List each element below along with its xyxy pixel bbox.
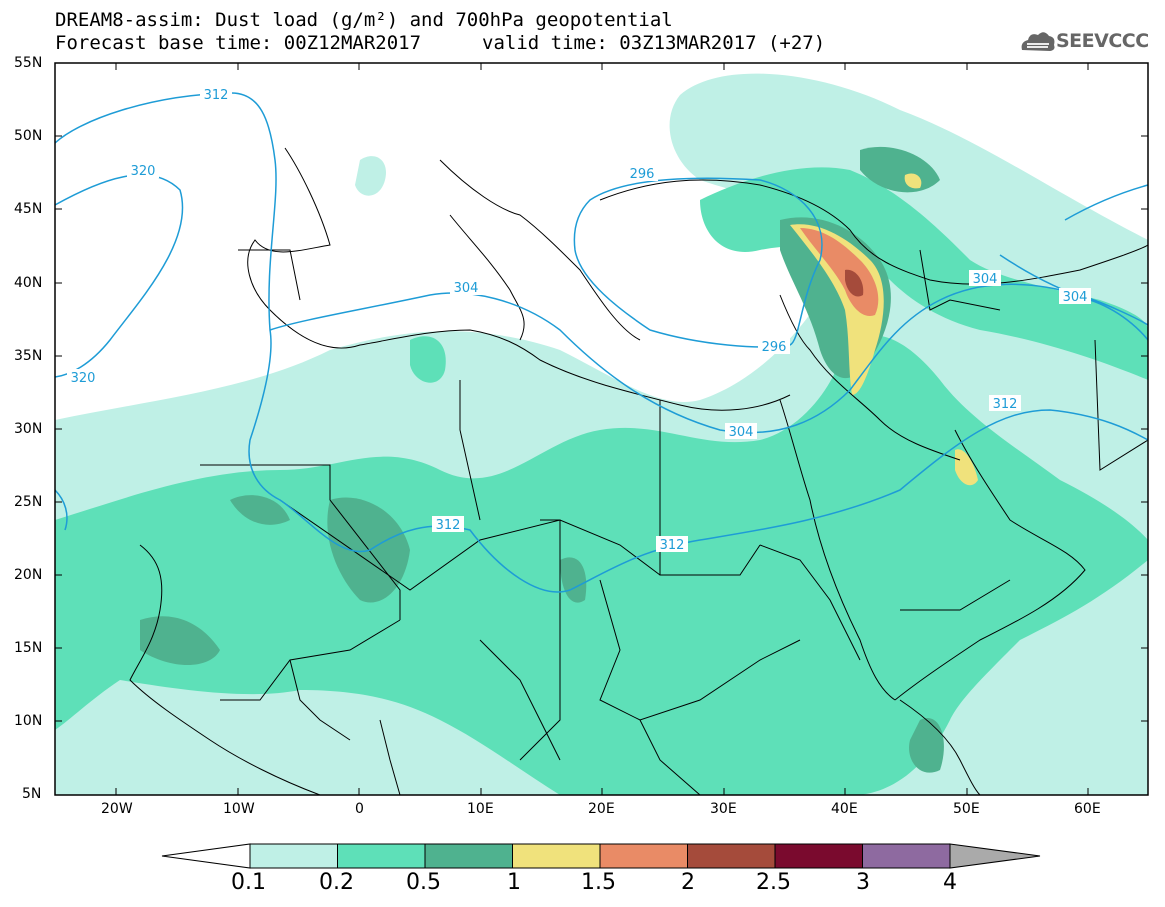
lat-label: 15N xyxy=(14,640,43,656)
lat-label: 20N xyxy=(14,567,43,583)
lon-label: 20W xyxy=(101,801,133,817)
contour-label: 312 xyxy=(204,88,229,103)
colorbar-segment xyxy=(599,843,688,869)
colorbar-segment xyxy=(337,843,426,869)
contour-label: 312 xyxy=(436,518,461,533)
contour-label: 304 xyxy=(1063,290,1088,305)
lon-label: 60E xyxy=(1074,801,1101,817)
lon-label: 50E xyxy=(953,801,980,817)
lon-label: 40E xyxy=(831,801,858,817)
lon-label: 20E xyxy=(588,801,615,817)
lon-label: 0 xyxy=(355,801,364,817)
cloud-logo-icon xyxy=(1021,32,1055,51)
lat-label: 10N xyxy=(14,713,43,729)
contour-label: 312 xyxy=(993,397,1018,412)
logo-text: SEEVCCC xyxy=(1056,30,1149,52)
colorbar-label: 1.5 xyxy=(581,870,616,895)
colorbar-segment xyxy=(249,843,338,869)
lon-label: 10W xyxy=(223,801,255,817)
contour-label: 304 xyxy=(729,425,754,440)
colorbar-label: 0.2 xyxy=(319,870,354,895)
contour-label: 304 xyxy=(454,281,479,296)
lat-label: 50N xyxy=(14,128,43,144)
colorbar-segment xyxy=(424,843,513,869)
colorbar-segment xyxy=(512,843,601,869)
colorbar-segment xyxy=(949,843,1041,869)
contour-label: 304 xyxy=(973,272,998,287)
lat-label: 45N xyxy=(14,201,43,217)
colorbar-label: 0.5 xyxy=(406,870,441,895)
contour-label: 320 xyxy=(131,164,156,179)
contour-label: 312 xyxy=(660,538,685,553)
colorbar-segment xyxy=(161,843,251,869)
lat-label: 30N xyxy=(14,421,43,437)
colorbar-label: 2 xyxy=(681,870,695,895)
contour-label: 320 xyxy=(71,371,96,386)
colorbar-label: 1 xyxy=(507,870,521,895)
lon-label: 10E xyxy=(467,801,494,817)
colorbar-segment xyxy=(862,843,951,869)
colorbar-segment xyxy=(774,843,863,869)
colorbar-label: 2.5 xyxy=(756,870,791,895)
lat-label: 25N xyxy=(14,494,43,510)
colorbar-segment xyxy=(687,843,776,869)
lat-label: 40N xyxy=(14,275,43,291)
title-line-1: DREAM8-assim: Dust load (g/m²) and 700hP… xyxy=(55,9,673,31)
contour-label: 296 xyxy=(630,167,655,182)
lat-label: 35N xyxy=(14,348,43,364)
colorbar-label: 4 xyxy=(943,870,957,895)
lat-label: 5N xyxy=(22,786,42,802)
lon-label: 30E xyxy=(710,801,737,817)
lat-label: 55N xyxy=(14,55,43,71)
title-line-2: Forecast base time: 00Z12MAR2017 xyxy=(55,32,422,54)
contour-label: 296 xyxy=(762,340,787,355)
colorbar-label: 0.1 xyxy=(231,870,266,895)
colorbar-label: 3 xyxy=(856,870,870,895)
valid-time: valid time: 03Z13MAR2017 (+27) xyxy=(482,32,826,54)
colorbar xyxy=(161,843,1041,869)
